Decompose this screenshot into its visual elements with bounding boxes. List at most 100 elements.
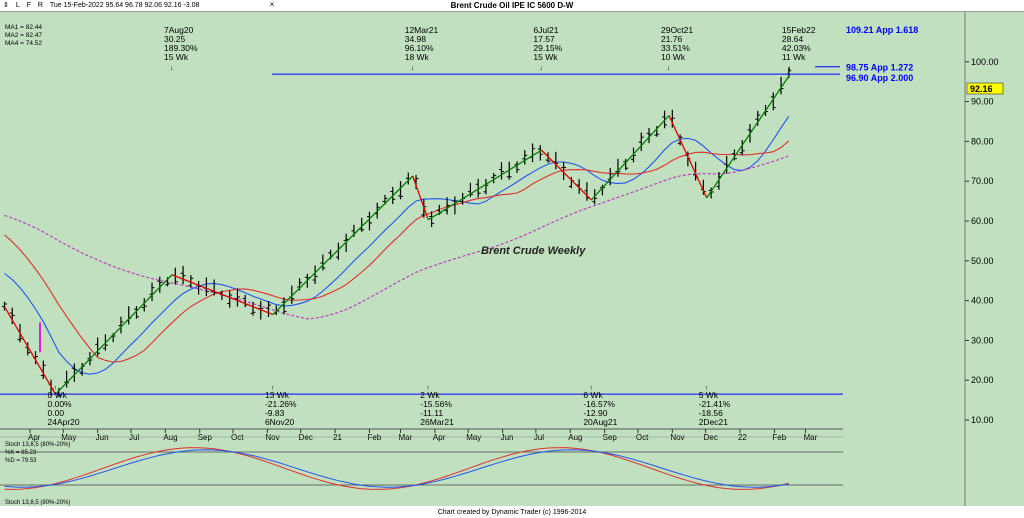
annotation-text: -21.41% — [699, 399, 731, 409]
down-arrow-icon: ↓ — [170, 65, 174, 72]
price-bar — [133, 306, 139, 319]
level-label-clipped: 109.21 App 1.618 — [846, 25, 918, 35]
price-bar — [227, 290, 233, 308]
x-tick-label: Mar — [399, 433, 413, 442]
x-tick-label: Sep — [603, 433, 618, 442]
annotation-text: 18 Wk — [405, 52, 430, 62]
price-bar — [266, 300, 272, 317]
annotation-text: -21.26% — [265, 399, 297, 409]
price-bar — [157, 276, 163, 293]
y-tick-label: 90.00 — [971, 97, 994, 107]
price-bar — [770, 92, 776, 111]
toolbar-r-button[interactable]: R — [37, 2, 43, 9]
price-bar — [366, 211, 372, 231]
price-bar — [118, 316, 124, 334]
annotation-text: 10 Wk — [661, 52, 686, 62]
y-tick-label: 60.00 — [971, 216, 994, 226]
price-bar — [475, 178, 481, 198]
annotation-text: 15 Wk — [164, 52, 189, 62]
toolbar-f-button[interactable]: F — [26, 2, 31, 9]
x-tick-label: Aug — [568, 433, 582, 442]
annotation-text: -12.90 — [583, 408, 607, 418]
annotation-text: 29Oct21 — [661, 25, 693, 35]
annotation-text: 15 Wk — [533, 52, 558, 62]
annotation-text: 0.00% — [48, 399, 73, 409]
x-tick-label: Dec — [704, 433, 718, 442]
price-bar — [188, 275, 194, 288]
price-bar — [250, 301, 256, 316]
last-price-tag: 92.16 — [966, 82, 1004, 95]
stoch-bottom-label: Stoch 13,8,5 (80%-20%) — [5, 500, 70, 506]
price-bar — [149, 282, 155, 302]
swing-line — [272, 175, 414, 316]
chart-window-title: Brent Crude Oil IPE IC 5600 D-W — [450, 1, 574, 10]
chart-background — [0, 12, 1024, 506]
ma1-label: MA1 = 82.44 — [5, 24, 42, 31]
annotation-text: 17.57 — [533, 34, 555, 44]
x-tick-label: Dec — [299, 433, 313, 442]
stoch-title: Stoch 13,8,5 (80%-20%) — [5, 442, 70, 448]
price-bar — [71, 363, 77, 382]
annotation-text: 30.25 — [164, 34, 186, 44]
price-bar — [731, 149, 737, 161]
down-arrow-icon: ↓ — [539, 65, 543, 72]
toolbar-l-button[interactable]: L — [15, 2, 20, 9]
annotation-text: 42.03% — [782, 43, 811, 53]
x-tick-label: Jun — [96, 433, 109, 442]
annotation-text: 15Feb22 — [782, 25, 816, 35]
level-label: 98.75 App 1.272 — [846, 63, 913, 73]
annotation-text: 0.00 — [48, 408, 65, 418]
price-bar — [654, 126, 660, 137]
up-arrow-icon: ↑ — [589, 385, 593, 392]
annotation-text: 26Mar21 — [420, 417, 454, 427]
price-bar — [739, 140, 745, 156]
x-tick-label: Nov — [265, 433, 279, 442]
y-tick-label: 30.00 — [971, 335, 994, 345]
toolbar: ⇕ L F R Tue 15-Feb-2022 95.64 96.78 92.0… — [3, 0, 199, 11]
annotation-text: 96.10% — [405, 43, 434, 53]
price-bar — [1, 301, 7, 311]
price-bar — [623, 158, 629, 171]
ma4-label: MA4 = 74.52 — [5, 40, 42, 47]
price-bar — [25, 342, 31, 356]
annotation-text: 189.30% — [164, 43, 198, 53]
annotation-text: 6Jul21 — [533, 25, 558, 35]
drag-icon[interactable]: ⇕ — [3, 2, 9, 9]
up-arrow-icon: ↑ — [271, 385, 275, 392]
swing-line — [55, 274, 173, 395]
stoch-d-line — [4, 449, 789, 488]
annotation-text: -18.56 — [699, 408, 723, 418]
price-bar — [320, 254, 326, 271]
y-tick-label: 100.00 — [971, 57, 999, 67]
price-bar — [498, 162, 504, 180]
price-bar — [638, 132, 644, 152]
annotation-text: 6Nov20 — [265, 417, 295, 427]
annotation-text: 7Aug20 — [164, 25, 194, 35]
close-icon[interactable]: × — [269, 0, 275, 9]
price-bar — [467, 182, 473, 198]
annotation-text: 24Apr20 — [48, 417, 80, 427]
up-arrow-icon: ↑ — [426, 385, 430, 392]
x-tick-label: Mar — [803, 433, 817, 442]
swing-line — [412, 175, 429, 221]
x-tick-label: 21 — [333, 433, 342, 442]
chart-title: Brent Crude Weekly — [481, 245, 586, 257]
price-bar — [141, 298, 147, 312]
x-tick-label: Nov — [670, 433, 684, 442]
price-bar — [522, 150, 528, 165]
x-tick-label: May — [61, 433, 76, 442]
annotation-text: 20Aug21 — [583, 417, 617, 427]
y-tick-label: 20.00 — [971, 375, 994, 385]
x-tick-label: Sep — [198, 433, 213, 442]
price-bar — [483, 178, 489, 195]
swing-line — [427, 149, 542, 221]
y-tick-label: 80.00 — [971, 136, 994, 146]
